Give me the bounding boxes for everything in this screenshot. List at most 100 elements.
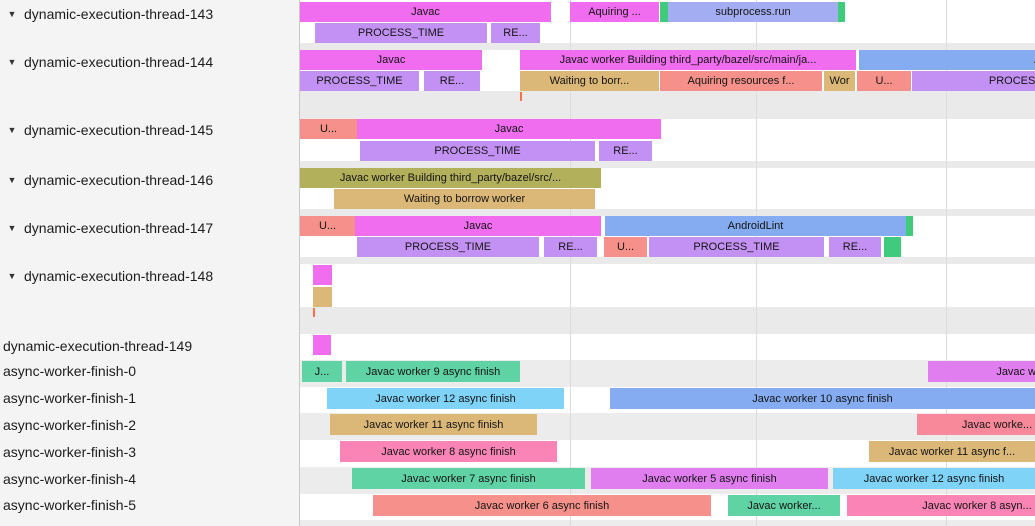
- trace-slice[interactable]: J...: [302, 361, 342, 382]
- trace-slice[interactable]: Javac: [300, 50, 482, 70]
- track-band: [300, 264, 1035, 307]
- trace-slice[interactable]: Javac worker 12 async finish: [833, 468, 1035, 489]
- trace-slice[interactable]: [906, 216, 913, 236]
- track-name-row[interactable]: dynamic-execution-thread-149: [0, 336, 301, 356]
- trace-slice[interactable]: Javac worker...: [928, 361, 1035, 382]
- trace-slice[interactable]: [313, 335, 331, 355]
- trace-slice[interactable]: Javac worker Building third_party/bazel/…: [520, 50, 856, 70]
- trace-slice[interactable]: [660, 2, 668, 22]
- trace-slice[interactable]: PROCESS_TIME: [360, 141, 595, 161]
- slice-label: RE...: [439, 75, 465, 87]
- track-name-row[interactable]: async-worker-finish-5: [0, 495, 301, 515]
- slice-label: Javac worker 12 async finish: [375, 392, 516, 405]
- trace-slice[interactable]: RE...: [599, 141, 652, 161]
- trace-slice[interactable]: Javac worker...: [728, 495, 840, 516]
- slice-label: PROCESS_TIME: [316, 75, 403, 87]
- trace-slice[interactable]: U...: [857, 71, 911, 91]
- instant-marker[interactable]: [520, 92, 522, 101]
- trace-slice[interactable]: Javac worker 12 async finish: [327, 388, 564, 409]
- trace-slice[interactable]: Javac worker 8 async finish: [340, 441, 557, 462]
- trace-slice[interactable]: Javac: [355, 216, 601, 236]
- track-name-row[interactable]: ▼ dynamic-execution-thread-147: [0, 218, 298, 238]
- collapse-arrow-icon[interactable]: ▼: [7, 125, 17, 135]
- track-name-row[interactable]: async-worker-finish-4: [0, 469, 301, 489]
- track-name-label: async-worker-finish-4: [3, 471, 137, 487]
- trace-slice[interactable]: [313, 287, 332, 307]
- trace-slice[interactable]: Javac worker 11 async f...: [869, 441, 1035, 462]
- track-band: [300, 257, 1035, 264]
- timeline-canvas[interactable]: Javac Aquiring ... subprocess.run PROCESS_T…: [300, 0, 1035, 526]
- trace-slice[interactable]: Javac: [357, 119, 661, 139]
- track-name-row[interactable]: ▼ dynamic-execution-thread-146: [0, 170, 298, 190]
- trace-slice[interactable]: Javac worker Building third_party/bazel/…: [300, 168, 601, 188]
- instant-marker[interactable]: [313, 308, 315, 317]
- trace-slice[interactable]: [838, 2, 845, 22]
- track-name-label: dynamic-execution-thread-147: [24, 220, 214, 236]
- trace-slice[interactable]: U...: [300, 119, 357, 139]
- trace-slice[interactable]: Javac: [300, 2, 551, 22]
- slice-label: Javac: [376, 54, 406, 66]
- track-name-row[interactable]: async-worker-finish-3: [0, 442, 301, 462]
- collapse-arrow-icon[interactable]: ▼: [7, 223, 17, 233]
- trace-slice[interactable]: Javac worke...: [917, 414, 1035, 435]
- slice-label: Javac worker 5 async finish: [642, 472, 777, 485]
- trace-slice[interactable]: subprocess.run: [668, 2, 838, 22]
- trace-slice[interactable]: PROCESS_TIME: [357, 237, 539, 257]
- track-name-label: dynamic-execution-thread-149: [3, 338, 193, 354]
- trace-slice[interactable]: PROCESS_TIME: [649, 237, 824, 257]
- trace-slice[interactable]: PROCESS_TIME: [315, 23, 487, 43]
- time-gridline: [946, 0, 947, 526]
- slice-label: Javac worker 11 async finish: [363, 418, 504, 431]
- slice-label: Javac worke...: [961, 418, 1033, 431]
- trace-slice[interactable]: Javac worker 10 async finish: [610, 388, 1035, 409]
- collapse-arrow-icon[interactable]: ▼: [7, 9, 17, 19]
- trace-slice[interactable]: Javac worker 8 asyn...: [847, 495, 1035, 516]
- track-band: [300, 91, 1035, 119]
- trace-slice[interactable]: Javac worker 6 async finish: [373, 495, 711, 516]
- track-name-row[interactable]: async-worker-finish-1: [0, 388, 301, 408]
- trace-slice[interactable]: Wor: [824, 71, 855, 91]
- slice-label: U...: [616, 241, 635, 253]
- trace-slice[interactable]: RE...: [829, 237, 881, 257]
- trace-slice[interactable]: PROCESS_TIME: [300, 71, 419, 91]
- slice-label: Javac worker 12 async finish: [863, 472, 1005, 485]
- trace-slice[interactable]: [884, 237, 901, 257]
- track-name-row[interactable]: ▼ dynamic-execution-thread-144: [0, 52, 298, 72]
- slice-label: Javac worker 7 async finish: [401, 472, 536, 485]
- trace-slice[interactable]: Javac worker 11 async finish: [330, 414, 537, 435]
- track-name-row[interactable]: async-worker-finish-0: [0, 361, 301, 381]
- trace-slice[interactable]: Aquiring resources f...: [660, 71, 822, 91]
- collapse-arrow-icon[interactable]: ▼: [7, 271, 17, 281]
- trace-slice[interactable]: Waiting to borr...: [520, 71, 659, 91]
- trace-slice[interactable]: U...: [300, 216, 355, 236]
- trace-slice[interactable]: [313, 265, 332, 285]
- track-band: [300, 43, 1035, 50]
- trace-slice[interactable]: RE...: [424, 71, 480, 91]
- track-name-row[interactable]: ▼ dynamic-execution-thread-148: [0, 266, 298, 286]
- slice-label: RE...: [842, 241, 868, 253]
- slice-label: PROCESS_TIME: [434, 145, 521, 157]
- track-sidebar: ▼ dynamic-execution-thread-143 ▼ dynamic-ex…: [0, 0, 300, 526]
- slice-label: Javac worker Building third_party/bazel/…: [559, 54, 817, 66]
- trace-slice[interactable]: Aquiring ...: [570, 2, 659, 22]
- trace-slice[interactable]: Javac worker 7 async finish: [352, 468, 585, 489]
- track-band: [300, 334, 1035, 360]
- trace-slice[interactable]: AndroidLint: [605, 216, 906, 236]
- track-name-row[interactable]: async-worker-finish-2: [0, 415, 301, 435]
- trace-slice[interactable]: AndroidLint: [859, 50, 1035, 70]
- slice-label: Javac: [494, 123, 524, 135]
- trace-slice[interactable]: U...: [604, 237, 647, 257]
- track-name-row[interactable]: ▼ dynamic-execution-thread-143: [0, 4, 298, 24]
- trace-slice[interactable]: Javac worker 5 async finish: [591, 468, 828, 489]
- slice-label: Waiting to borr...: [549, 75, 630, 87]
- trace-slice[interactable]: Javac worker 9 async finish: [346, 361, 520, 382]
- trace-slice[interactable]: RE...: [544, 237, 597, 257]
- collapse-arrow-icon[interactable]: ▼: [7, 175, 17, 185]
- trace-slice[interactable]: PROCESS_TIME: [912, 71, 1035, 91]
- trace-slice[interactable]: Waiting to borrow worker: [334, 189, 595, 209]
- collapse-arrow-icon[interactable]: ▼: [7, 57, 17, 67]
- slice-label: Javac: [463, 220, 493, 232]
- trace-slice[interactable]: RE...: [491, 23, 540, 43]
- track-name-label: async-worker-finish-1: [3, 390, 137, 406]
- track-name-row[interactable]: ▼ dynamic-execution-thread-145: [0, 120, 298, 140]
